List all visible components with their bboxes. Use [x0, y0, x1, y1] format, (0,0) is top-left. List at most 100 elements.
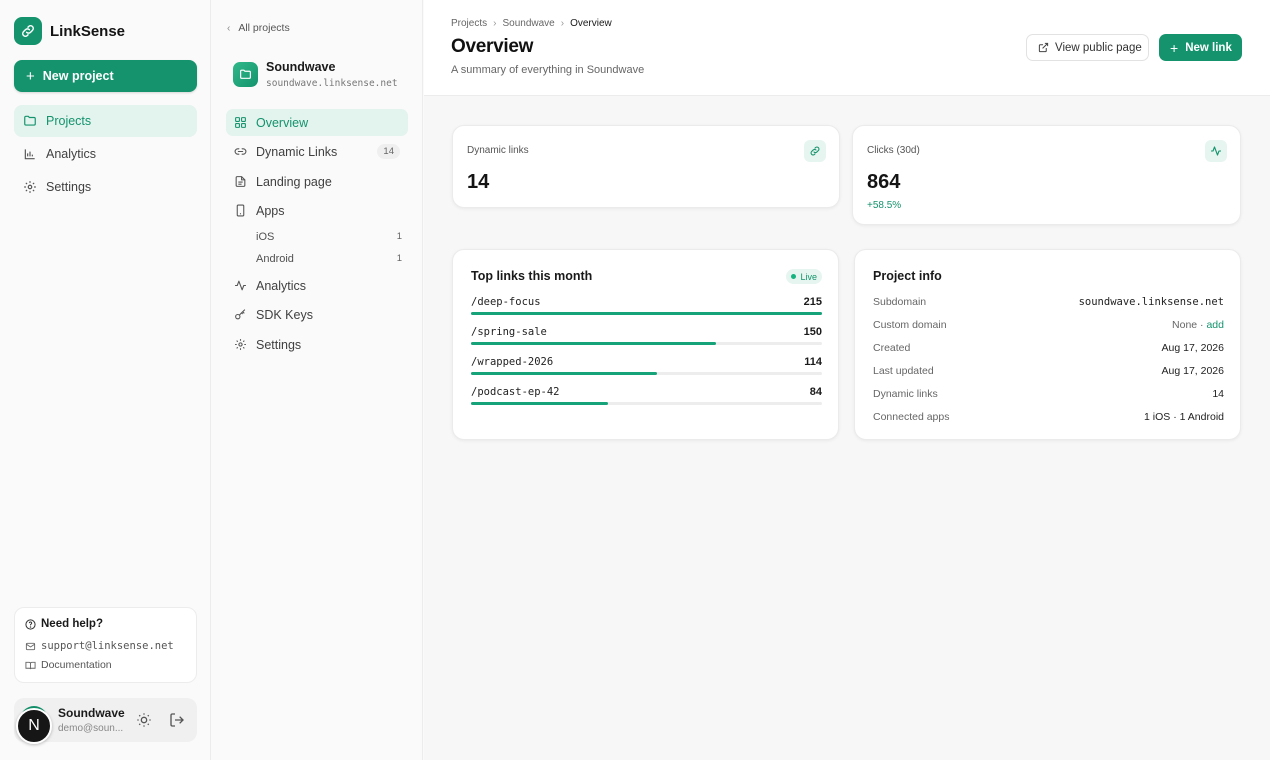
user-email: demo@soun...: [58, 723, 124, 734]
info-value: 14: [1212, 388, 1224, 400]
top-link-row[interactable]: /wrapped-2026 114: [471, 356, 822, 382]
brand[interactable]: LinkSense: [14, 17, 125, 45]
new-link-button[interactable]: + New link: [1159, 34, 1242, 61]
view-public-label: View public page: [1055, 41, 1142, 54]
link-path: /spring-sale: [471, 326, 547, 338]
stat-label: Clicks (30d): [867, 145, 920, 156]
project-nav-label: Dynamic Links: [256, 144, 338, 159]
page-title: Overview: [451, 36, 534, 57]
view-public-page-button[interactable]: View public page: [1026, 34, 1149, 61]
project-nav-settings[interactable]: Settings: [226, 331, 408, 358]
new-project-button[interactable]: + New project: [14, 60, 197, 92]
link-share-bar: [471, 312, 822, 315]
main-content: Projects › Soundwave › Overview Overview…: [424, 0, 1270, 760]
info-value: Aug 17, 2026: [1161, 365, 1224, 377]
link-path: /deep-focus: [471, 296, 541, 308]
app-label: iOS: [256, 231, 275, 243]
support-email-link[interactable]: support@linksense.net: [25, 640, 174, 652]
user-name: Soundwave: [58, 706, 125, 720]
breadcrumb-project[interactable]: Soundwave: [502, 18, 555, 29]
brand-name: LinkSense: [50, 22, 126, 40]
link-click-count: 114: [804, 356, 822, 368]
project-nav-label: Overview: [256, 115, 309, 130]
avatar[interactable]: N: [16, 708, 52, 744]
card-title: Project info: [873, 269, 942, 283]
app-count: 1: [396, 253, 402, 264]
key-icon: [234, 308, 247, 321]
info-key: Subdomain: [873, 296, 927, 308]
page-header: Projects › Soundwave › Overview Overview…: [424, 0, 1270, 96]
project-folder-icon: [233, 62, 258, 87]
phone-icon: [234, 204, 247, 217]
sidebar-item-settings[interactable]: Settings: [14, 171, 197, 203]
project-nav-label: Apps: [256, 203, 285, 218]
info-key: Last updated: [873, 365, 934, 377]
sidebar-item-analytics[interactable]: Analytics: [14, 138, 197, 170]
project-nav-analytics[interactable]: Analytics: [226, 272, 408, 299]
plus-icon: +: [1170, 39, 1179, 56]
link-click-count: 84: [809, 386, 822, 398]
stat-value: 14: [467, 171, 490, 193]
project-info-card: Project info Subdomain soundwave.linksen…: [854, 249, 1241, 440]
app-sidebar: LinkSense + New project Projects Analyti…: [0, 0, 211, 760]
link-logo-icon: [14, 17, 42, 45]
sidebar-item-projects[interactable]: Projects: [14, 105, 197, 137]
mail-icon: [25, 641, 36, 652]
documentation-link[interactable]: Documentation: [25, 659, 112, 671]
project-nav-dynamic-links[interactable]: Dynamic Links 14: [226, 138, 408, 165]
link-share-bar: [471, 402, 822, 405]
help-circle-icon: [25, 618, 36, 630]
new-project-label: New project: [42, 69, 114, 83]
custom-domain-value: None: [1172, 319, 1198, 331]
info-row-created: Created Aug 17, 2026: [873, 342, 1224, 358]
project-sidebar: ‹ All projects Soundwave soundwave.links…: [211, 0, 423, 760]
stat-card-dynamic-links: Dynamic links 14: [452, 125, 840, 208]
top-link-row[interactable]: /podcast-ep-42 84: [471, 386, 822, 412]
gear-icon: [234, 338, 247, 351]
sidebar-item-label: Projects: [46, 114, 92, 128]
breadcrumb-current: Overview: [570, 18, 612, 29]
info-key: Dynamic links: [873, 388, 938, 400]
top-links-card: Top links this month Live /deep-focus 215…: [452, 249, 839, 440]
info-value: None · add: [1172, 319, 1224, 331]
link-share-fill: [471, 342, 716, 345]
folder-icon: [23, 114, 37, 128]
logout-icon[interactable]: [169, 712, 185, 728]
support-email: support@linksense.net: [41, 640, 174, 652]
app-label: Android: [256, 253, 294, 265]
sun-icon[interactable]: [136, 712, 152, 728]
project-name: Soundwave: [266, 60, 336, 74]
add-custom-domain-link[interactable]: add: [1206, 319, 1224, 331]
info-value: soundwave.linksense.net: [1078, 296, 1224, 308]
link-path: /podcast-ep-42: [471, 386, 560, 398]
help-title: Need help?: [25, 618, 103, 630]
external-link-icon: [1038, 42, 1049, 53]
project-nav-app-ios[interactable]: iOS 1: [256, 231, 402, 243]
project-nav-sdk-keys[interactable]: SDK Keys: [226, 301, 408, 328]
project-nav-label: Settings: [256, 337, 302, 352]
project-nav-overview[interactable]: Overview: [226, 109, 408, 136]
project-nav-apps[interactable]: Apps: [226, 197, 408, 224]
project-nav-app-android[interactable]: Android 1: [256, 253, 402, 265]
all-projects-link[interactable]: ‹ All projects: [227, 22, 290, 34]
project-nav-landing-page[interactable]: Landing page: [226, 168, 408, 195]
card-title: Top links this month: [471, 269, 593, 283]
live-badge: Live: [786, 269, 822, 284]
project-nav-label: Analytics: [256, 278, 307, 293]
breadcrumb: Projects › Soundwave › Overview: [451, 18, 612, 29]
project-nav-label: SDK Keys: [256, 307, 313, 322]
top-link-row[interactable]: /deep-focus 215: [471, 296, 822, 322]
link-share-fill: [471, 372, 658, 375]
top-link-row[interactable]: /spring-sale 150: [471, 326, 822, 352]
chevron-left-icon: ‹: [227, 22, 231, 34]
help-card: Need help? support@linksense.net Documen…: [14, 607, 197, 683]
bar-chart-icon: [23, 147, 37, 161]
link-path: /wrapped-2026: [471, 356, 554, 368]
sidebar-item-label: Settings: [46, 180, 92, 194]
breadcrumb-projects[interactable]: Projects: [451, 18, 488, 29]
app-count: 1: [396, 231, 402, 242]
link-click-count: 150: [803, 326, 822, 338]
documentation-label: Documentation: [41, 659, 112, 671]
new-link-label: New link: [1185, 41, 1232, 54]
stat-value: 864: [867, 171, 901, 193]
